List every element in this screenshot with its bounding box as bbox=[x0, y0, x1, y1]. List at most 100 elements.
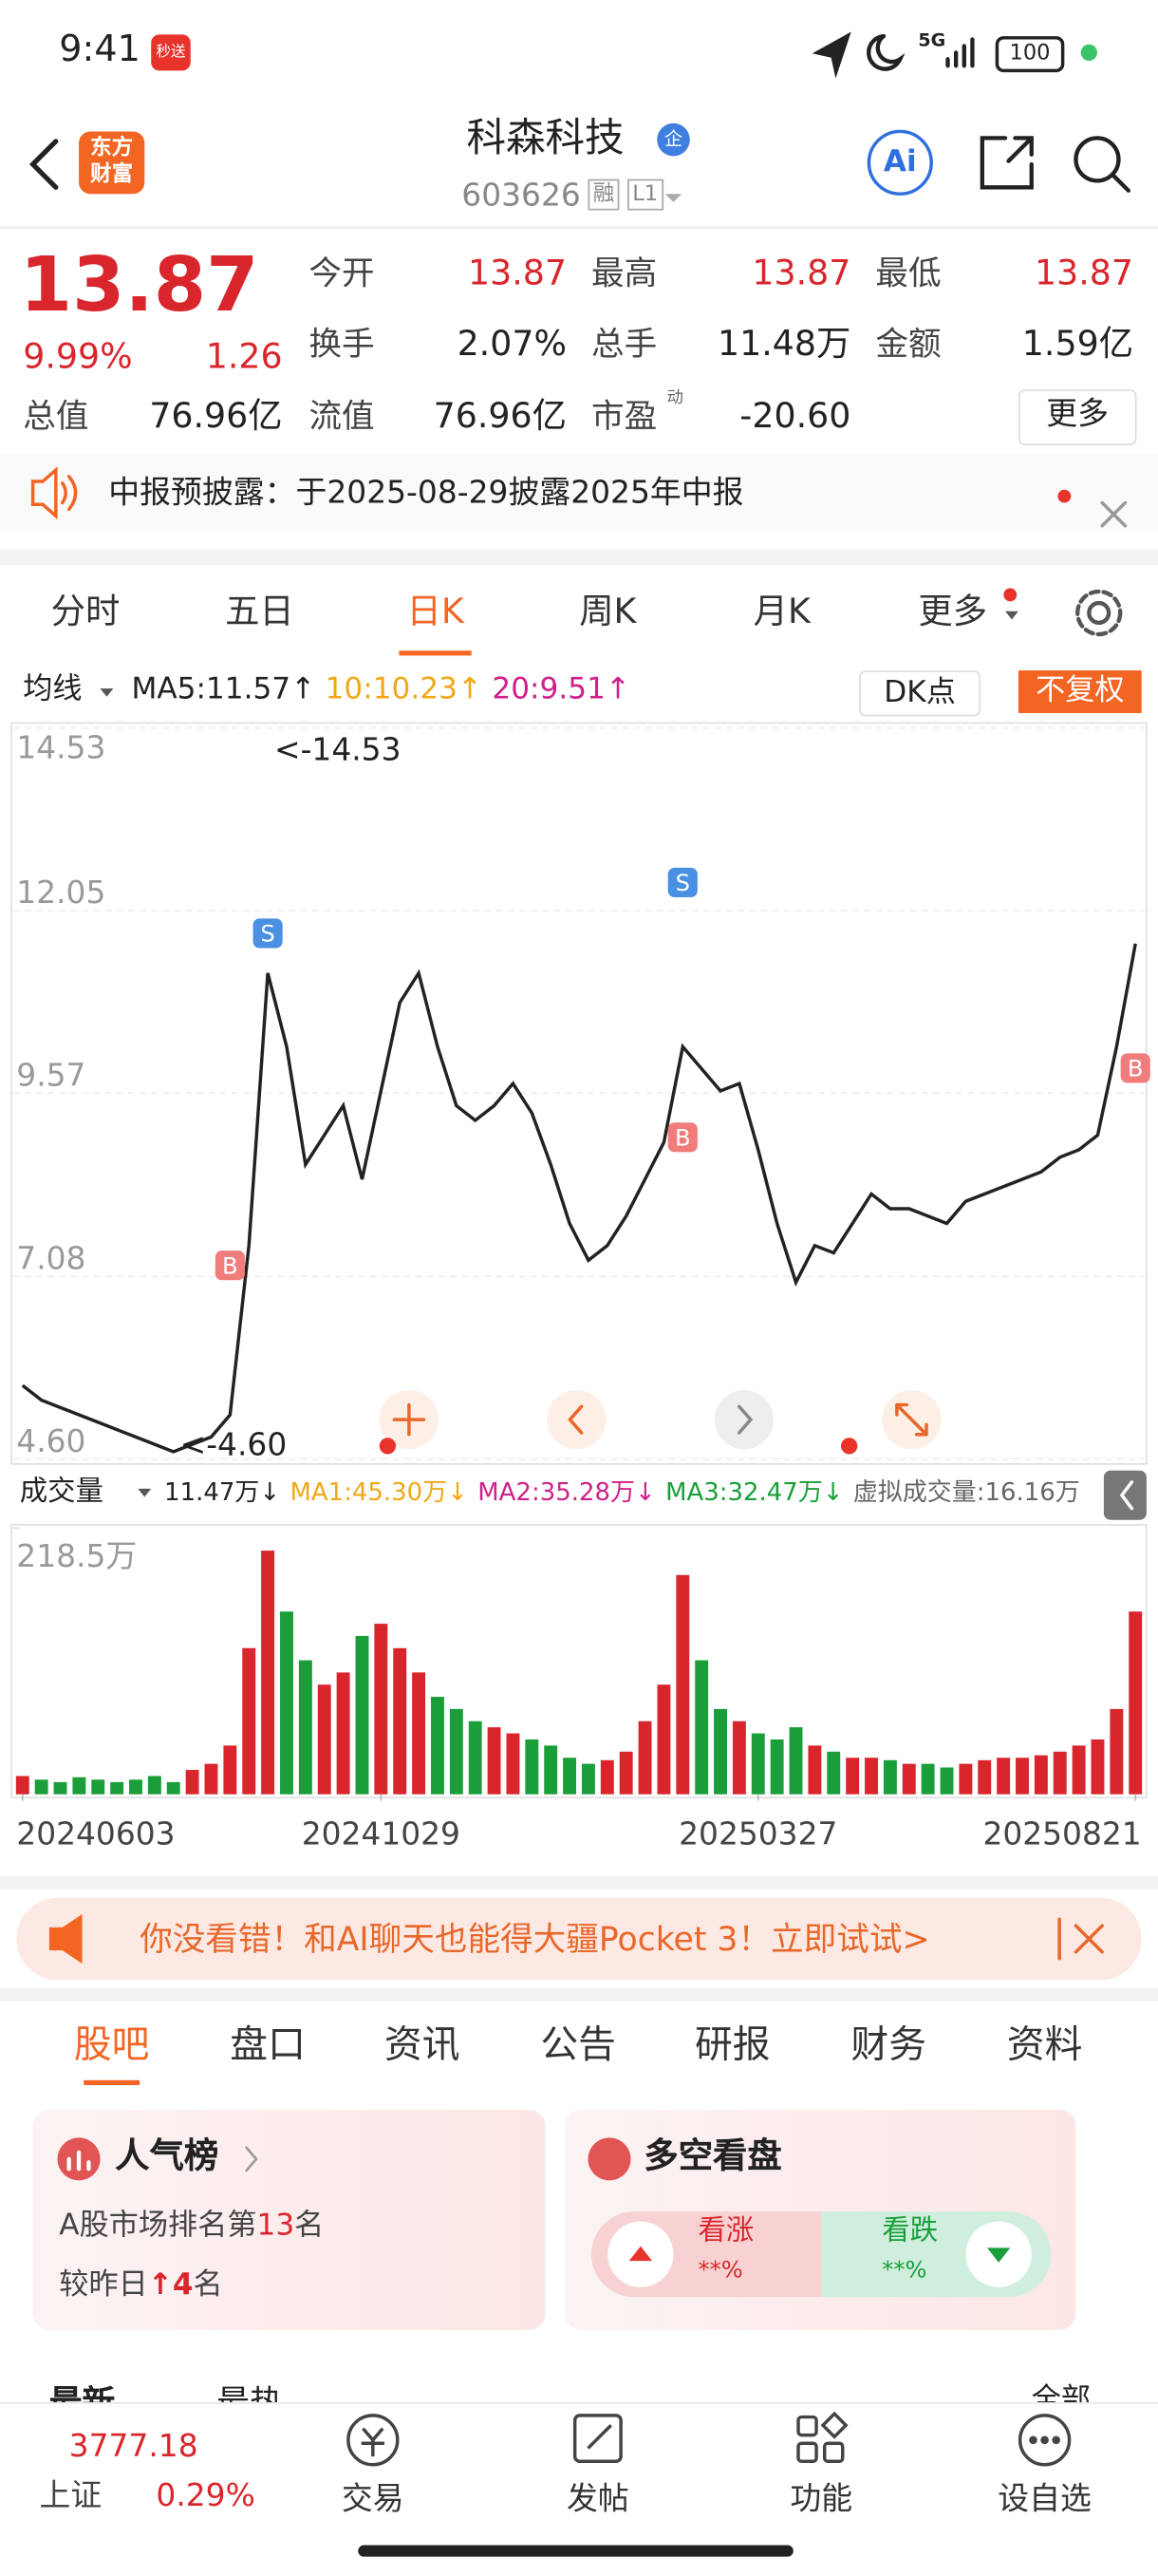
signal-label: S bbox=[676, 870, 690, 896]
volume-bar bbox=[676, 1574, 690, 1795]
volume-bar bbox=[1053, 1751, 1067, 1795]
path bbox=[361, 2427, 384, 2457]
settings-icon[interactable] bbox=[1087, 600, 1111, 626]
chart-buttons[interactable] bbox=[379, 1390, 942, 1450]
index-change[interactable]: 0.29% bbox=[156, 2477, 255, 2514]
period-tab[interactable]: 周K bbox=[579, 591, 637, 631]
volume-bar bbox=[638, 1720, 652, 1795]
volume-values: 11.47万↓ MA1:45.30万↓ MA2:35.28万↓ MA3:32.47万↓… bbox=[164, 1476, 1090, 1507]
ai-button[interactable]: Ai bbox=[867, 129, 933, 196]
volume-bar bbox=[166, 1781, 180, 1795]
indicator-value: 20:9.51↑ bbox=[492, 671, 631, 707]
field-label: 市盈 bbox=[590, 396, 658, 436]
dropdown-icon[interactable] bbox=[664, 194, 682, 202]
volume-bar bbox=[431, 1697, 444, 1795]
nav-label[interactable]: 发帖 bbox=[566, 2481, 629, 2518]
close-icon[interactable] bbox=[1100, 500, 1128, 528]
stock-name: 科森科技 bbox=[466, 115, 625, 161]
volume-bar bbox=[204, 1763, 218, 1795]
nav-label[interactable]: 设自选 bbox=[998, 2481, 1092, 2518]
period-tab[interactable]: 分时 bbox=[50, 591, 121, 631]
content-tab[interactable]: 资讯 bbox=[383, 2023, 460, 2067]
field-value: 1.59亿 bbox=[1021, 323, 1134, 364]
settings-icon-gear[interactable] bbox=[1075, 589, 1123, 637]
price-line bbox=[21, 943, 1137, 1454]
index-name[interactable]: 上证 bbox=[39, 2477, 103, 2514]
period-tab[interactable]: 五日 bbox=[225, 591, 294, 631]
price: 13.87 bbox=[19, 239, 259, 329]
bull-arrow[interactable] bbox=[628, 2246, 653, 2262]
chevron[interactable] bbox=[245, 2146, 258, 2172]
signal-icon bbox=[945, 37, 975, 68]
y-tick-label: 14.53 bbox=[16, 729, 105, 766]
speaker-icon bbox=[30, 466, 78, 520]
indicator-value: MA3:32.47万↓ bbox=[665, 1476, 844, 1507]
field-value: 76.96亿 bbox=[433, 396, 568, 436]
volume-bar bbox=[921, 1763, 935, 1795]
ad-close[interactable] bbox=[1057, 1917, 1104, 1961]
popularity-card[interactable] bbox=[32, 2109, 546, 2330]
content-tab[interactable]: 财务 bbox=[850, 2023, 927, 2067]
notice-text[interactable]: 中报预披露：于2025-08-29披露2025年中报 bbox=[108, 475, 744, 512]
search-icon[interactable] bbox=[1074, 136, 1121, 183]
y-tick-label: 218.5万 bbox=[16, 1537, 137, 1574]
stock-code: 603626 bbox=[461, 177, 581, 214]
collapse-icon[interactable] bbox=[1119, 1480, 1134, 1511]
signal-marker bbox=[215, 1250, 245, 1281]
path bbox=[895, 1402, 928, 1437]
logo[interactable] bbox=[79, 131, 145, 195]
dk-button[interactable]: DK点 bbox=[859, 670, 981, 717]
volume-bar bbox=[714, 1708, 727, 1795]
period-tab[interactable]: 月K bbox=[753, 591, 811, 631]
volume-bar bbox=[242, 1647, 256, 1795]
volume-bar bbox=[902, 1763, 916, 1795]
annotation: <-4.60 bbox=[180, 1425, 288, 1462]
more-label[interactable]: 更多 bbox=[1046, 396, 1110, 433]
more-button[interactable] bbox=[1018, 389, 1137, 445]
content-tab[interactable]: 盘口 bbox=[230, 2023, 306, 2067]
card-title[interactable]: 多空看盘 bbox=[644, 2135, 782, 2176]
bull-label: 看涨 bbox=[698, 2214, 755, 2248]
ad-banner[interactable] bbox=[16, 1897, 1142, 1981]
indicator-value: MA1:45.30万↓ bbox=[290, 1476, 468, 1507]
content-tab[interactable]: 研报 bbox=[695, 2023, 771, 2067]
change-suffix: 名 bbox=[193, 2267, 223, 2303]
back-icon[interactable] bbox=[28, 139, 59, 190]
y-tick-label: 9.57 bbox=[16, 1056, 85, 1093]
indicator-value: MA2:35.28万↓ bbox=[477, 1476, 656, 1507]
volume-bar bbox=[1129, 1611, 1143, 1795]
period-tab[interactable]: 日K bbox=[406, 591, 464, 631]
ad-text[interactable]: 你没看错！和AI聊天也能得大疆Pocket 3！立即试试> bbox=[140, 1919, 930, 1959]
bear-arrow[interactable] bbox=[987, 2247, 1011, 2263]
circle bbox=[547, 1390, 607, 1450]
signal-label: B bbox=[1128, 1056, 1144, 1082]
index-value[interactable]: 3777.18 bbox=[68, 2428, 198, 2465]
volume-bar bbox=[883, 1759, 897, 1795]
share-icon[interactable] bbox=[980, 136, 1034, 190]
volume-bar bbox=[695, 1660, 709, 1795]
volume-bar bbox=[147, 1776, 161, 1795]
x-tick-label: 20250821 bbox=[982, 1814, 1141, 1852]
ma-selector[interactable]: 均线 bbox=[23, 671, 83, 707]
tab-underline bbox=[399, 650, 472, 656]
nav-label[interactable]: 功能 bbox=[790, 2481, 853, 2518]
content-tab[interactable]: 股吧 bbox=[73, 2023, 150, 2067]
volume-bar bbox=[770, 1739, 784, 1795]
collapse-button[interactable] bbox=[1103, 1470, 1147, 1520]
adjust-button[interactable]: 不复权 bbox=[1018, 670, 1142, 714]
path bbox=[820, 2411, 849, 2439]
period-tab[interactable]: 更多 bbox=[918, 591, 988, 631]
volume-bar bbox=[581, 1763, 595, 1795]
content-tab[interactable]: 公告 bbox=[540, 2023, 616, 2067]
status-dot bbox=[1080, 44, 1097, 62]
annotation: <-14.53 bbox=[274, 730, 401, 767]
volume-bar bbox=[1110, 1708, 1124, 1795]
volume-selector[interactable]: 成交量 bbox=[19, 1475, 104, 1509]
content-tab[interactable]: 资料 bbox=[1006, 2023, 1083, 2067]
card-title[interactable]: 人气榜 bbox=[115, 2135, 219, 2176]
nav-icons[interactable] bbox=[346, 2411, 1072, 2467]
nav-label[interactable]: 交易 bbox=[341, 2481, 404, 2518]
volume-bar bbox=[846, 1758, 860, 1795]
circle bbox=[1040, 2435, 1049, 2445]
search-icon-handle[interactable] bbox=[1111, 174, 1131, 193]
